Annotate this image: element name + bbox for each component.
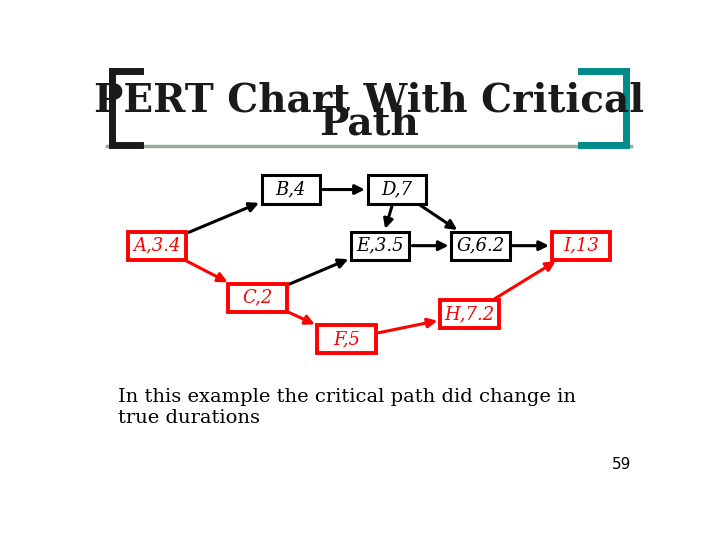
Text: B,4: B,4	[276, 180, 306, 199]
Text: PERT Chart With Critical: PERT Chart With Critical	[94, 81, 644, 119]
FancyBboxPatch shape	[451, 232, 510, 260]
FancyBboxPatch shape	[228, 284, 287, 312]
Text: I,13: I,13	[563, 237, 599, 255]
Text: C,2: C,2	[242, 289, 273, 307]
Text: H,7.2: H,7.2	[444, 305, 495, 323]
Text: Path: Path	[319, 105, 419, 143]
Text: F,5: F,5	[333, 330, 360, 348]
FancyBboxPatch shape	[127, 232, 186, 260]
Text: G,6.2: G,6.2	[456, 237, 505, 255]
FancyBboxPatch shape	[368, 176, 426, 204]
FancyBboxPatch shape	[351, 232, 410, 260]
FancyBboxPatch shape	[318, 325, 376, 353]
Text: 59: 59	[612, 457, 631, 472]
FancyBboxPatch shape	[440, 300, 499, 328]
Text: E,3.5: E,3.5	[356, 237, 404, 255]
Text: In this example the critical path did change in
true durations: In this example the critical path did ch…	[118, 388, 576, 427]
Text: A,3.4: A,3.4	[133, 237, 181, 255]
Text: D,7: D,7	[382, 180, 413, 199]
FancyBboxPatch shape	[261, 176, 320, 204]
FancyBboxPatch shape	[552, 232, 611, 260]
